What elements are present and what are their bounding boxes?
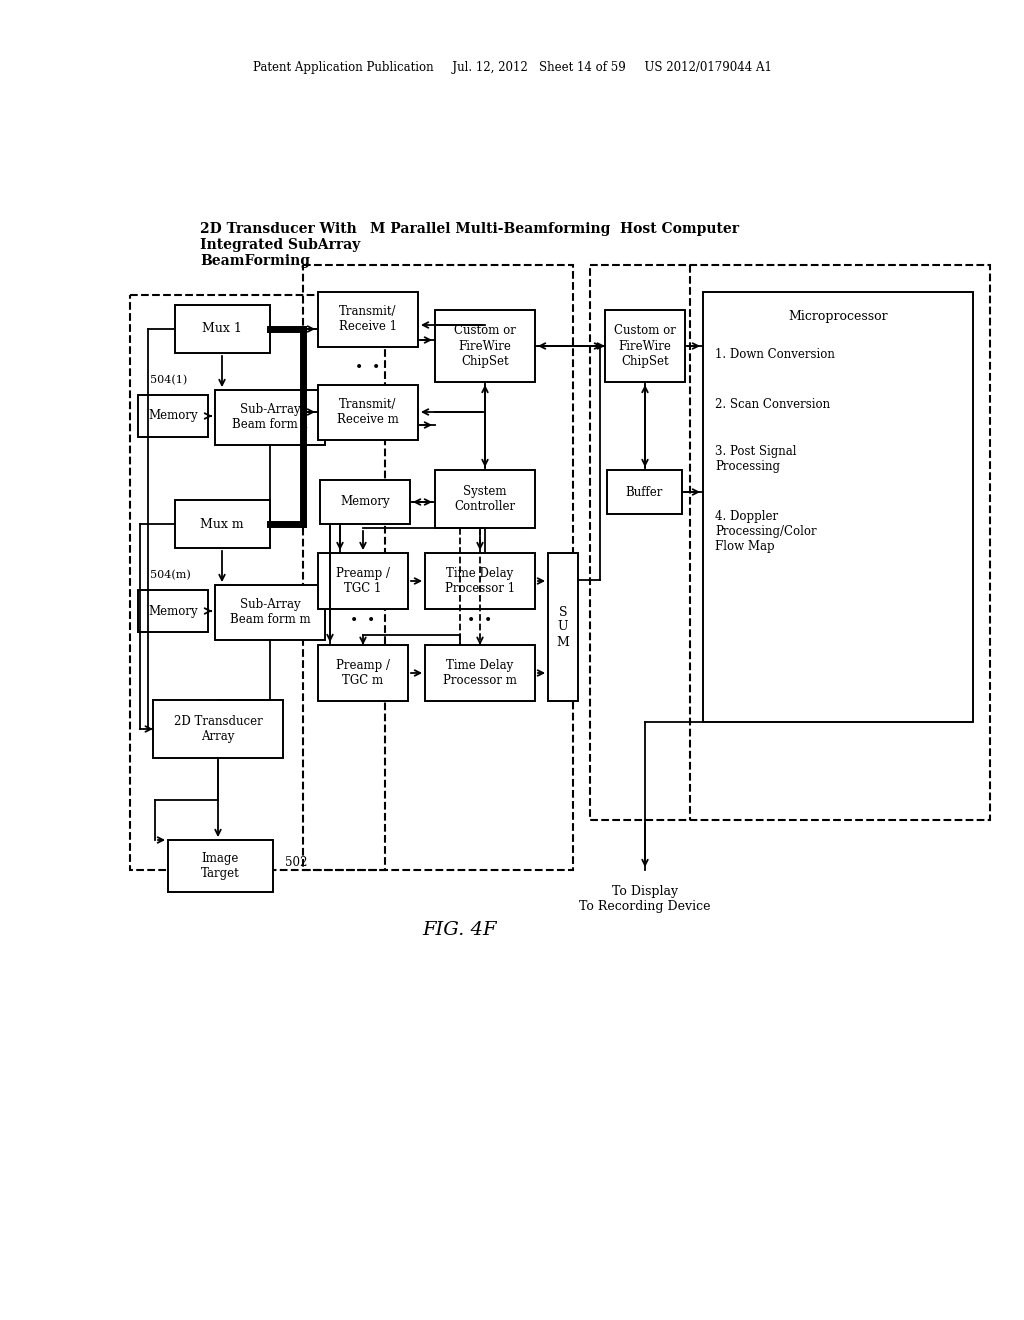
Text: 3. Post Signal
Processing: 3. Post Signal Processing (715, 445, 797, 473)
Text: Preamp /
TGC 1: Preamp / TGC 1 (336, 568, 390, 595)
Text: Host Computer: Host Computer (620, 222, 739, 236)
Text: Sub-Array
Beam form 1: Sub-Array Beam form 1 (231, 403, 308, 432)
Text: 2D Transducer With
Integrated SubArray
BeamForming: 2D Transducer With Integrated SubArray B… (200, 222, 360, 268)
Text: Sub-Array
Beam form m: Sub-Array Beam form m (229, 598, 310, 626)
Bar (319, 480, 410, 524)
Text: 2. Scan Conversion: 2. Scan Conversion (715, 399, 830, 411)
Bar (605, 310, 685, 381)
Text: 504(m): 504(m) (150, 570, 190, 579)
Text: Transmit/
Receive 1: Transmit/ Receive 1 (339, 305, 397, 333)
Text: M Parallel Multi-Beamforming: M Parallel Multi-Beamforming (370, 222, 610, 236)
Bar (548, 553, 578, 701)
Bar (318, 553, 408, 609)
Text: 4. Doppler
Processing/Color
Flow Map: 4. Doppler Processing/Color Flow Map (715, 510, 816, 553)
Text: 2D Transducer
Array: 2D Transducer Array (174, 715, 262, 743)
Text: System
Controller: System Controller (455, 484, 515, 513)
Text: 502: 502 (285, 855, 307, 869)
Bar (435, 310, 535, 381)
Text: 1. Down Conversion: 1. Down Conversion (715, 348, 835, 360)
Text: Patent Application Publication     Jul. 12, 2012   Sheet 14 of 59     US 2012/01: Patent Application Publication Jul. 12, … (253, 62, 771, 74)
Bar (138, 590, 208, 632)
Text: Buffer: Buffer (626, 486, 663, 499)
Text: FIG. 4F: FIG. 4F (423, 921, 498, 939)
Text: Custom or
FireWire
ChipSet: Custom or FireWire ChipSet (614, 325, 676, 367)
Text: Memory: Memory (148, 605, 198, 618)
Text: Preamp /
TGC m: Preamp / TGC m (336, 659, 390, 686)
Bar (318, 645, 408, 701)
Bar (153, 700, 283, 758)
Bar (318, 292, 418, 347)
Bar (130, 294, 385, 870)
Bar (435, 470, 535, 528)
Text: To Display
To Recording Device: To Display To Recording Device (580, 884, 711, 913)
Text: Mux m: Mux m (200, 517, 244, 531)
Text: Microprocessor: Microprocessor (788, 310, 888, 323)
Bar (303, 265, 573, 870)
Bar (175, 500, 270, 548)
Bar (425, 553, 535, 609)
Text: Custom or
FireWire
ChipSet: Custom or FireWire ChipSet (454, 325, 516, 367)
Bar (175, 305, 270, 352)
Text: •  •: • • (355, 360, 381, 375)
Text: •  •: • • (350, 614, 376, 628)
Text: 504(1): 504(1) (150, 375, 187, 385)
Text: Time Delay
Processor m: Time Delay Processor m (443, 659, 517, 686)
Bar (318, 385, 418, 440)
Text: S
U
M: S U M (557, 606, 569, 648)
Bar (215, 585, 325, 640)
Text: Transmit/
Receive m: Transmit/ Receive m (337, 399, 399, 426)
Text: Time Delay
Processor 1: Time Delay Processor 1 (445, 568, 515, 595)
Text: •  •: • • (467, 614, 493, 628)
Bar (215, 389, 325, 445)
Text: Mux 1: Mux 1 (202, 322, 242, 335)
Bar (607, 470, 682, 513)
Bar (703, 292, 973, 722)
Bar (425, 645, 535, 701)
Text: Image
Target: Image Target (201, 851, 240, 880)
Text: Memory: Memory (340, 495, 390, 508)
Bar (168, 840, 273, 892)
Bar (138, 395, 208, 437)
Bar (590, 265, 990, 820)
Text: Memory: Memory (148, 409, 198, 422)
